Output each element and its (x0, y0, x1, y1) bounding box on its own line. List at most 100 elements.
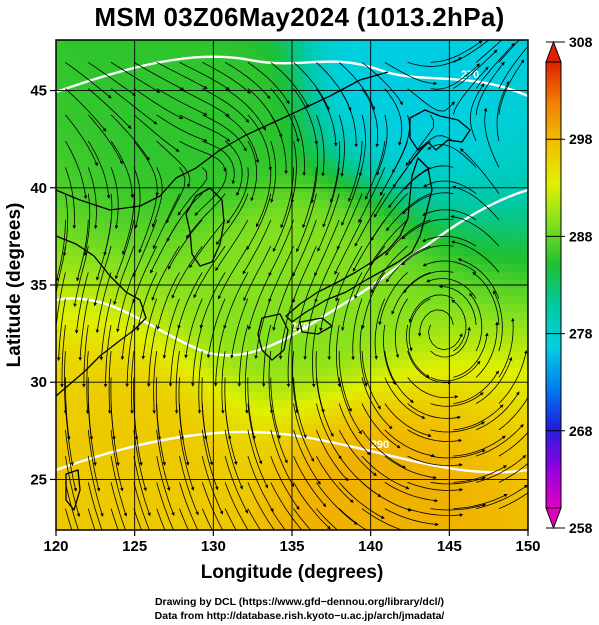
wind-streamline (268, 245, 294, 303)
credit-drawing: Drawing by DCL (https://www.gfd−dennou.o… (154, 596, 445, 608)
wind-streamline (316, 403, 342, 460)
wind-streamline (317, 193, 340, 252)
wind-streamline (174, 351, 180, 414)
wind-streamline (361, 62, 403, 106)
wind-streamline (237, 324, 249, 387)
wind-streamline (270, 508, 286, 530)
wind-streamline (453, 370, 499, 404)
wind-streamline (452, 66, 489, 116)
wind-streamline (316, 455, 354, 503)
wind-streamline (93, 245, 112, 307)
wind-streamline (110, 167, 119, 230)
wind-streamline (132, 245, 158, 304)
wind-streamline (113, 245, 135, 306)
wind-streamline (369, 219, 408, 266)
x-ticks: 120 125 130 135 140 145 150 (43, 530, 541, 555)
wind-streamline (401, 218, 454, 240)
wind-streamline (280, 167, 294, 229)
wind-streamline (338, 377, 362, 435)
wind-streamline (314, 219, 340, 277)
wind-streamline (384, 455, 437, 480)
wind-streamline (206, 298, 226, 359)
wind-streamline (199, 272, 226, 329)
wind-streamline (498, 396, 528, 431)
coastline (185, 187, 225, 267)
wind-streamline (224, 429, 243, 490)
wind-streamline (130, 351, 135, 414)
wind-streamline (65, 508, 73, 530)
wind-streamline (361, 429, 407, 469)
wind-streamline (103, 324, 112, 388)
wind-streamline (224, 377, 232, 440)
wind-streamline (177, 272, 203, 330)
wind-streamline (407, 482, 464, 492)
wind-streamline (351, 298, 363, 361)
x-tick-label: 140 (358, 538, 383, 555)
wind-streamline (133, 456, 151, 517)
wind-streamline (292, 219, 317, 277)
wind-streamline (407, 455, 463, 467)
wind-streamline (361, 351, 381, 410)
wind-streamline (110, 140, 134, 199)
wind-streamline (179, 456, 199, 516)
wind-streamline (202, 88, 250, 123)
wind-streamline (401, 244, 454, 266)
x-tick-label: 135 (279, 538, 304, 555)
wind-streamline (247, 508, 261, 530)
wind-streamline (110, 88, 158, 125)
wind-streamline (65, 88, 107, 132)
wind-streamline (451, 299, 467, 352)
wind-streamline (83, 193, 91, 257)
wind-streamline (56, 219, 66, 282)
wind-streamline (293, 88, 318, 145)
wind-streamline (133, 114, 180, 152)
wind-streamline (152, 351, 158, 414)
wind-streamline (406, 324, 430, 378)
x-tick-label: 145 (437, 538, 462, 555)
colorbar-body (545, 61, 562, 509)
wind-streamline (364, 141, 386, 200)
wind-streamline (476, 484, 528, 509)
wind-streamline (453, 435, 506, 457)
wind-streamline (224, 114, 260, 164)
wind-streamline (179, 482, 199, 530)
wind-streamline (453, 332, 489, 378)
colorbar-tick-label: 288 (569, 228, 593, 244)
wind-streamline (179, 114, 231, 142)
wind-streamline (247, 455, 274, 513)
wind-streamline (110, 456, 128, 517)
wind-streamline (110, 482, 126, 530)
y-tick-label: 40 (30, 180, 47, 197)
wind-streamline (116, 272, 135, 333)
wind-streamline (316, 429, 349, 482)
coastline (257, 313, 289, 361)
wind-streamline (133, 508, 142, 530)
wind-streamline (194, 167, 227, 216)
wind-streamline (56, 298, 66, 362)
wind-streamline (87, 377, 94, 441)
wind-streamline (247, 429, 269, 489)
wind-streamline (384, 351, 414, 403)
wind-streamline (374, 298, 386, 360)
wind-streamline (430, 421, 486, 433)
wind-streamline (422, 209, 477, 221)
wind-streamline (268, 351, 274, 414)
wind-streamline (87, 140, 111, 199)
wind-streamline (475, 61, 505, 115)
wind-streamline (296, 272, 317, 332)
wind-streamline (197, 351, 203, 414)
wind-streamline (336, 324, 342, 388)
wind-streamline (470, 83, 485, 142)
wind-streamline (315, 351, 325, 414)
wind-streamline (156, 272, 180, 331)
wind-streamline (310, 141, 319, 204)
lat-lon-grid (56, 40, 528, 530)
wind-streamline (453, 49, 498, 89)
wind-streamline (162, 298, 180, 359)
wind-streamline (385, 193, 431, 232)
wind-streamline (156, 114, 208, 142)
wind-streamline (292, 245, 317, 304)
wind-streamline (408, 135, 454, 165)
wind-streamline (261, 324, 272, 388)
x-axis-label: Longitude (degrees) (201, 562, 384, 583)
